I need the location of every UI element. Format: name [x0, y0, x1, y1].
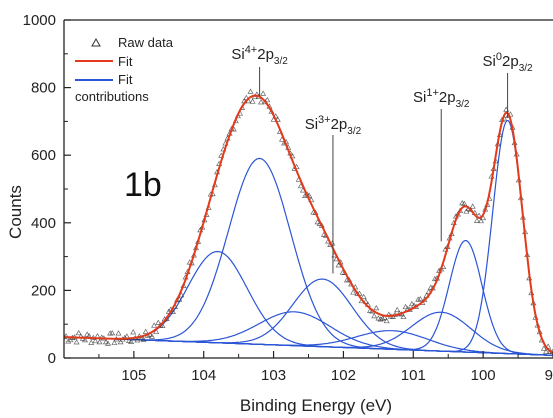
plot-area: [64, 88, 553, 356]
raw-data-point: [408, 300, 415, 307]
raw-data-point: [111, 339, 118, 346]
raw-data-point: [383, 317, 390, 324]
raw-data-point: [102, 338, 109, 345]
raw-data-point: [148, 333, 156, 339]
raw-data-point: [115, 330, 122, 336]
x-tick-labels: 105 104 103 102 101 100 99: [121, 367, 553, 384]
raw-data-point: [264, 96, 271, 103]
peak-label: Si02p3/2: [483, 51, 533, 74]
raw-data-point: [140, 336, 147, 342]
fit-line-layer: [64, 94, 553, 354]
raw-data-point: [65, 338, 72, 344]
legend-raw-label: Raw data: [118, 35, 174, 50]
raw-data-point: [377, 316, 384, 322]
raw-data-point: [477, 217, 485, 224]
raw-data-point: [153, 328, 160, 335]
raw-data-point: [473, 217, 480, 223]
raw-data-point: [394, 306, 401, 313]
raw-data-point: [96, 338, 103, 345]
raw-data-point: [417, 295, 424, 302]
raw-data-point: [257, 99, 265, 105]
peak-label: Si1+2p3/2: [413, 87, 470, 110]
fit-contributions-layer: [64, 119, 553, 356]
peak-annotations: Si4+2p3/2 Si3+2p3/2 Si1+2p3/2 Si02p3/2: [231, 44, 533, 137]
raw-data-point: [142, 328, 149, 334]
y-tick-label: 400: [31, 215, 56, 232]
raw-data-point: [274, 116, 281, 122]
y-axis-title: Counts: [6, 185, 25, 239]
fit-contribution-3: [64, 311, 553, 356]
y-tick-label: 0: [48, 350, 56, 367]
raw-data-point: [469, 203, 476, 209]
x-tick-label: 101: [401, 367, 426, 384]
raw-data-point: [249, 98, 256, 104]
legend-contrib-label-2: contributions: [75, 89, 149, 104]
raw-data-point: [155, 319, 162, 325]
x-axis-title: Binding Energy (eV): [240, 396, 392, 415]
legend-contrib-label: Fit: [118, 72, 133, 87]
raw-data-point: [371, 312, 378, 319]
fit-line: [64, 94, 553, 354]
raw-data-point: [379, 315, 386, 321]
raw-data-point: [350, 289, 357, 295]
raw-data-point: [431, 275, 438, 282]
fit-contribution-8: [64, 119, 553, 354]
raw-data-point: [373, 304, 380, 311]
raw-data-point: [540, 345, 547, 351]
raw-data-point: [542, 348, 550, 354]
raw-data-point: [402, 303, 409, 310]
fit-contribution-5: [64, 330, 553, 356]
raw-data-point: [360, 293, 367, 299]
raw-data-point: [260, 90, 267, 96]
panel-label: 1b: [124, 166, 162, 204]
raw-data-point: [81, 336, 89, 343]
x-tick-label: 104: [191, 367, 216, 384]
x-tick-label: 105: [121, 367, 146, 384]
y-tick-label: 200: [31, 282, 56, 299]
raw-data-point: [104, 340, 112, 346]
y-tick-label: 600: [31, 147, 56, 164]
y-tick-label: 800: [31, 80, 56, 97]
raw-data-point: [134, 337, 141, 343]
raw-data-point: [400, 313, 407, 320]
raw-data-point: [73, 339, 80, 345]
raw-data-point: [109, 329, 116, 336]
raw-data-point: [425, 288, 432, 295]
raw-data-point: [247, 88, 254, 94]
y-tick-label: 1000: [23, 12, 56, 29]
raw-data-point: [415, 296, 422, 302]
raw-data-point: [88, 339, 95, 345]
raw-data-point: [381, 314, 388, 320]
annotation-lines: [259, 67, 509, 274]
raw-data-point: [335, 262, 342, 268]
raw-data-point: [138, 335, 145, 341]
legend-raw-marker: [91, 37, 101, 47]
raw-data-point: [84, 331, 91, 337]
legend: Raw data Fit Fit contributions: [75, 35, 174, 104]
x-tick-label: 102: [331, 367, 356, 384]
y-tick-labels: 0 200 400 600 800 1000: [23, 12, 56, 367]
raw-data-point: [92, 337, 99, 344]
peak-label: Si3+2p3/2: [305, 114, 362, 137]
fit-contribution-6: [64, 311, 553, 356]
x-tick-label: 99: [545, 367, 553, 384]
raw-data-point: [117, 338, 124, 345]
raw-data-point: [130, 329, 137, 335]
raw-data-point: [463, 208, 470, 214]
legend-fit-label: Fit: [118, 54, 133, 69]
axes: [63, 19, 553, 359]
raw-data-point: [151, 322, 158, 328]
x-tick-label: 100: [471, 367, 496, 384]
peak-label: Si4+2p3/2: [231, 44, 288, 67]
raw-data-point: [75, 329, 82, 336]
raw-data-point: [128, 338, 135, 344]
x-tick-label: 103: [261, 367, 286, 384]
